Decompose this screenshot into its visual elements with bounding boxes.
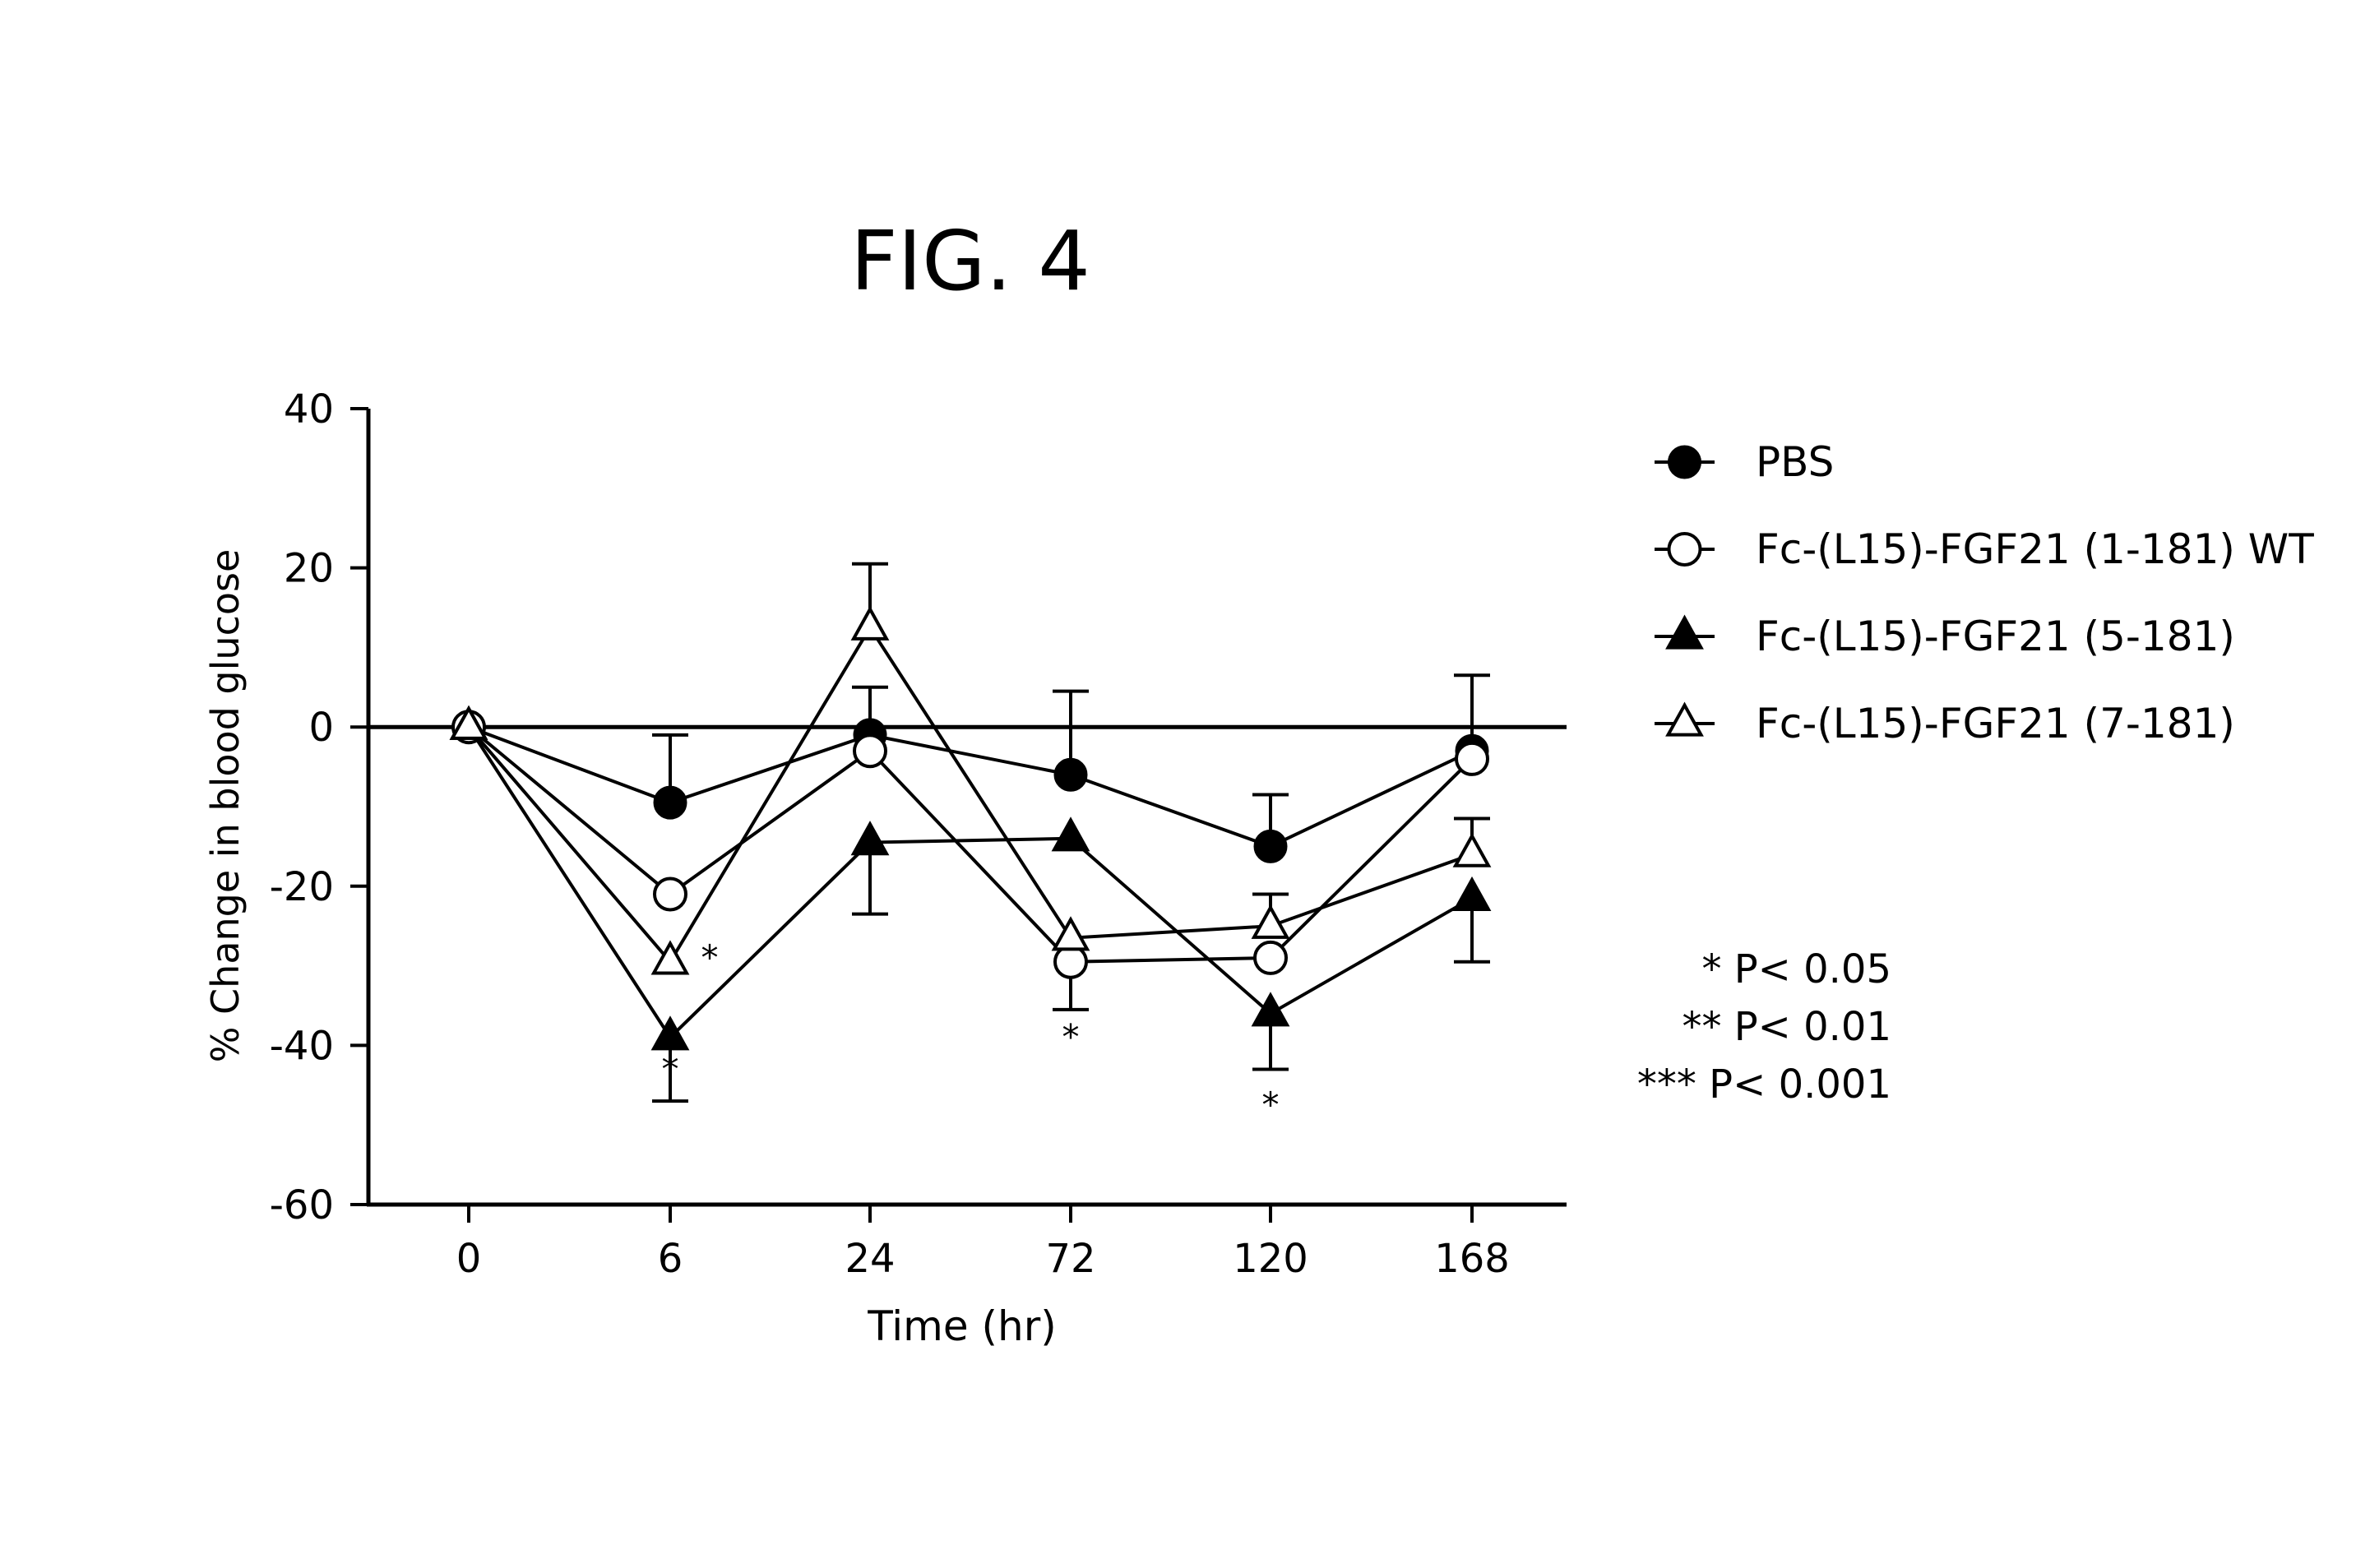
data-point (1456, 880, 1488, 909)
y-tick-label: 40 (284, 386, 334, 432)
legend-entry: Fc-(L15)-FGF21 (1-181) WT (1655, 525, 2314, 573)
series-line (469, 727, 1472, 962)
significance-marker: * (1062, 1017, 1080, 1057)
data-point (854, 735, 886, 766)
plot-area: 40 20 0 -20 -40 -60 0 6 24 72 120 168 * * * * (270, 386, 1567, 1282)
series-line (469, 727, 1472, 846)
data-point (1255, 830, 1286, 862)
data-point (1054, 820, 1087, 849)
significance-marker: * (1262, 1085, 1280, 1125)
significance-legend-item: ** P< 0.01 (1682, 1004, 1891, 1050)
legend-marker (1669, 705, 1701, 735)
y-axis-label: % Change in blood glucose (203, 549, 248, 1063)
significance-marker: * (701, 937, 719, 978)
figure-label: FIG. 4 (850, 213, 1090, 309)
x-tick-label: 6 (658, 1236, 683, 1282)
x-tick-label: 0 (456, 1236, 482, 1282)
data-point (654, 1019, 687, 1048)
legend-label: Fc-(L15)-FGF21 (1-181) WT (1756, 525, 2314, 573)
significance-legend: * P< 0.05 ** P< 0.01 *** P< 0.001 (1637, 946, 1891, 1108)
x-tick-label: 168 (1434, 1236, 1510, 1282)
series-line (469, 627, 1472, 962)
data-point (1255, 942, 1286, 974)
data-point (655, 787, 686, 818)
legend-marker (1669, 618, 1701, 648)
data-point (854, 824, 886, 853)
y-tick-label: -20 (270, 864, 334, 910)
x-tick-label: 72 (1045, 1236, 1095, 1282)
y-tick-label: 20 (284, 546, 334, 592)
y-tick-label: -60 (270, 1182, 334, 1228)
data-point (854, 609, 886, 639)
data-point (1054, 919, 1087, 949)
legend-entry: Fc-(L15)-FGF21 (7-181) (1655, 700, 2235, 747)
x-tick-label: 120 (1233, 1236, 1308, 1282)
significance-legend-item: * P< 0.05 (1701, 946, 1891, 992)
x-tick-label: 24 (845, 1236, 895, 1282)
data-point (1456, 836, 1488, 866)
data-point (1055, 946, 1086, 978)
y-tick-label: -40 (270, 1023, 334, 1069)
series-line (469, 727, 1472, 1038)
legend-label: PBS (1756, 438, 1834, 486)
y-tick-label: 0 (308, 705, 334, 751)
legend-label: Fc-(L15)-FGF21 (7-181) (1756, 700, 2235, 747)
legend-marker (1669, 446, 1701, 478)
data-point (1254, 995, 1287, 1025)
x-axis-label: Time (hr) (867, 1302, 1057, 1350)
data-point (655, 878, 686, 909)
legend-marker (1669, 534, 1701, 565)
legend-entry: PBS (1655, 438, 1834, 486)
data-point (1055, 759, 1086, 790)
significance-marker: * (662, 1048, 679, 1089)
legend-entry: Fc-(L15)-FGF21 (5-181) (1655, 613, 2235, 660)
legend: PBS Fc-(L15)-FGF21 (1-181) WT Fc-(L15)-FGF… (1655, 438, 2314, 747)
significance-legend-item: *** P< 0.001 (1637, 1062, 1891, 1108)
data-point (1456, 743, 1488, 775)
legend-label: Fc-(L15)-FGF21 (5-181) (1756, 613, 2235, 660)
